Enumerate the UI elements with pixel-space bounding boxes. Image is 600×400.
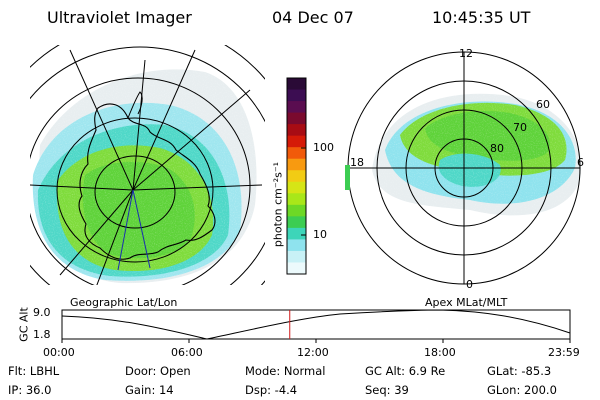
colorbar-unit-label: photon cm⁻²s⁻¹ bbox=[271, 161, 285, 248]
colorbar-segment bbox=[287, 158, 306, 171]
geo-lat-circle-2 bbox=[56, 117, 214, 263]
status-glon: GLon: 200.0 bbox=[487, 383, 557, 397]
mlat-label-80: 80 bbox=[490, 142, 504, 155]
orbit-ytick-bottom: 1.8 bbox=[33, 328, 51, 341]
orbit-ytick-top: 9.0 bbox=[33, 306, 51, 319]
date-label: 04 Dec 07 bbox=[272, 8, 354, 27]
status-door: Door: Open bbox=[125, 364, 191, 378]
colorbar-tick-label-10: 10 bbox=[313, 228, 327, 241]
mlat-mlt-map bbox=[345, 51, 581, 285]
colorbar-segment bbox=[287, 147, 306, 160]
status-mode: Mode: Normal bbox=[245, 364, 326, 378]
colorbar-segment bbox=[287, 78, 306, 91]
colorbar-segment bbox=[287, 135, 306, 148]
mlat-label-70: 70 bbox=[513, 121, 527, 134]
instrument-title: Ultraviolet Imager bbox=[47, 8, 192, 27]
mlt-18-marker bbox=[345, 165, 350, 190]
geo-lon-line bbox=[30, 184, 134, 191]
geo-lon-line bbox=[132, 184, 263, 191]
mag-panel-title: Apex MLat/MLT bbox=[425, 296, 508, 309]
geo-panel-title: Geographic Lat/Lon bbox=[70, 296, 178, 309]
colorbar-segment bbox=[287, 89, 306, 102]
colorbar bbox=[286, 77, 307, 275]
status-gc-alt: GC Alt: 6.9 Re bbox=[365, 364, 446, 378]
colorbar-segment bbox=[287, 216, 306, 229]
mlt-label-18: 18 bbox=[350, 156, 364, 169]
peninsula-outline bbox=[127, 91, 143, 119]
status-seq: Seq: 39 bbox=[365, 383, 409, 397]
orbit-xtick-0000: 00:00 bbox=[43, 346, 75, 359]
geo-lon-line bbox=[69, 49, 134, 191]
geo-lon-line bbox=[96, 189, 134, 285]
geo-lat-circle-4 bbox=[30, 46, 265, 285]
geo-lon-line bbox=[59, 189, 134, 276]
geo-meridian-blue bbox=[117, 189, 134, 271]
orbit-xtick-1800: 18:00 bbox=[424, 346, 456, 359]
mlt-label-6: 6 bbox=[577, 156, 584, 169]
orbit-xtick-1200: 12:00 bbox=[297, 346, 329, 359]
geographic-map bbox=[30, 45, 265, 285]
mlat-label-60: 60 bbox=[536, 98, 550, 111]
colorbar-segment bbox=[287, 112, 306, 125]
colorbar-segment bbox=[287, 124, 306, 137]
time-label: 10:45:35 UT bbox=[432, 8, 531, 27]
colorbar-frame bbox=[286, 77, 307, 275]
geo-lon-line bbox=[132, 59, 146, 191]
status-gain: Gain: 14 bbox=[125, 383, 174, 397]
status-flt: Flt: LBHL bbox=[8, 364, 60, 378]
colorbar-segment bbox=[287, 193, 306, 206]
mlt-label-12: 12 bbox=[459, 47, 473, 60]
status-glat: GLat: -85.3 bbox=[487, 364, 552, 378]
orbit-altitude-curve bbox=[61, 309, 571, 340]
geo-lon-line bbox=[132, 49, 196, 191]
status-dsp: Dsp: -4.4 bbox=[245, 383, 298, 397]
colorbar-segment bbox=[287, 181, 306, 194]
geo-noise bbox=[30, 45, 265, 285]
orbit-ylabel: GC Alt bbox=[17, 307, 31, 342]
colorbar-segment bbox=[287, 204, 306, 217]
orbit-xtick-0600: 06:00 bbox=[171, 346, 203, 359]
geo-lat-circle-3 bbox=[30, 77, 251, 285]
geo-lat-circle-1 bbox=[94, 155, 176, 229]
colorbar-segment bbox=[287, 239, 306, 252]
orbit-xtick-2359: 23:59 bbox=[548, 346, 580, 359]
colorbar-segment bbox=[287, 227, 306, 240]
colorbar-tick-label-100: 100 bbox=[313, 141, 334, 154]
colorbar-segment bbox=[287, 262, 306, 275]
orbit-plot bbox=[61, 309, 571, 343]
colorbar-segment bbox=[287, 170, 306, 183]
status-ip: IP: 36.0 bbox=[8, 383, 52, 397]
antarctica-outline bbox=[78, 103, 216, 260]
geo-lon-line bbox=[132, 89, 251, 191]
colorbar-segment bbox=[287, 250, 306, 263]
colorbar-segment bbox=[287, 101, 306, 114]
geo-meridian-blue bbox=[132, 189, 151, 269]
mlt-label-0: 0 bbox=[466, 278, 473, 291]
